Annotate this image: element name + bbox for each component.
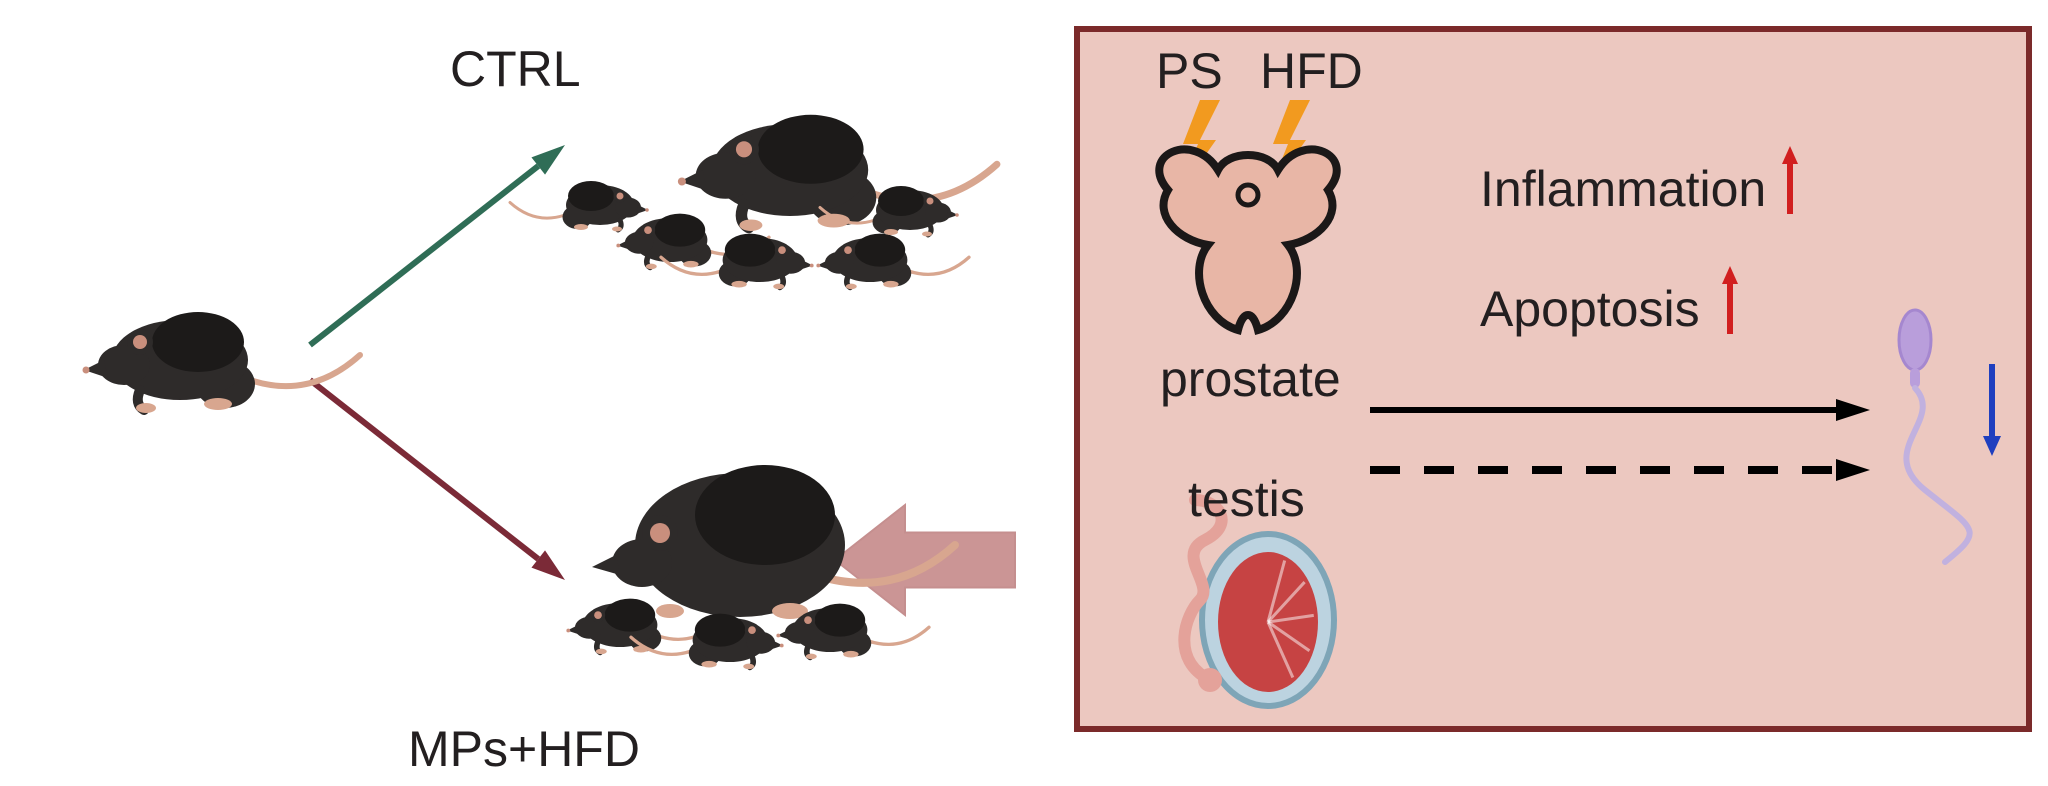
ps-label: PS — [1156, 42, 1223, 100]
svg-layer — [0, 0, 2048, 786]
mps-hfd-label: MPs+HFD — [408, 720, 640, 778]
prostate-label: prostate — [1160, 350, 1341, 408]
prostate-icon — [1159, 150, 1336, 330]
testis-icon — [1184, 500, 1334, 706]
apoptosis-label: Apoptosis — [1480, 280, 1700, 338]
diagram-stage: CTRL MPs+HFD PS HFD Inflammation Apoptos… — [0, 0, 2048, 786]
sperm-icon — [1899, 310, 1970, 562]
hfd-label: HFD — [1260, 42, 1363, 100]
mouse-start — [83, 312, 361, 413]
mouse-ctrl-pup-3 — [816, 234, 969, 290]
mouse-ctrl-pup-4 — [510, 181, 649, 232]
inflammation-label: Inflammation — [1480, 160, 1766, 218]
ctrl-label: CTRL — [450, 40, 581, 98]
testis-label: testis — [1188, 470, 1305, 528]
